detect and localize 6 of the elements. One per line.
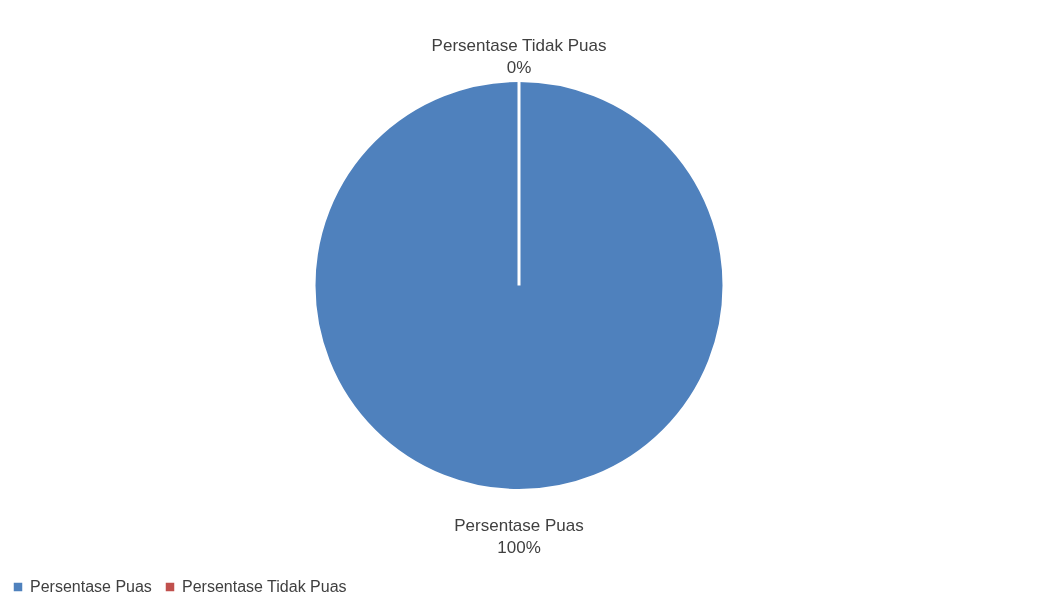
- data-label: 100%: [497, 537, 541, 557]
- slice-label: Persentase Puas: [454, 515, 584, 535]
- category-label: Persentase Tidak Puas: [431, 35, 607, 55]
- legend-label: Persentase Puas: [30, 578, 152, 595]
- text: 0%: [506, 57, 532, 77]
- legend-label: Persentase Tidak Puas: [182, 578, 347, 595]
